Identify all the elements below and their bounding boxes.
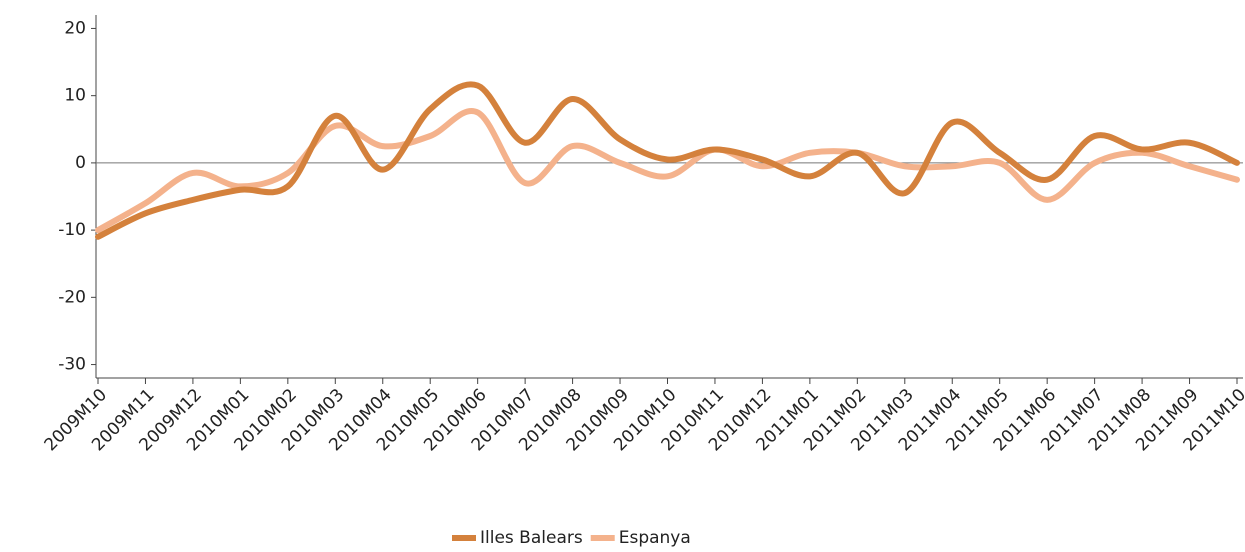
y-tick-label: -20 xyxy=(58,287,86,307)
series-line xyxy=(95,108,1240,234)
legend-label: Illes Balears xyxy=(480,528,583,548)
y-tick-label: 0 xyxy=(75,153,86,173)
legend-label: Espanya xyxy=(619,528,691,548)
y-tick-label: -10 xyxy=(58,220,86,240)
legend-swatch xyxy=(452,535,476,541)
y-tick-label: 20 xyxy=(64,18,86,38)
series-line xyxy=(95,81,1240,240)
legend: Illes Balears Espanya xyxy=(452,528,691,548)
y-tick-label: -30 xyxy=(58,355,86,375)
y-tick-label: 10 xyxy=(64,86,86,106)
legend-swatch xyxy=(590,535,615,541)
